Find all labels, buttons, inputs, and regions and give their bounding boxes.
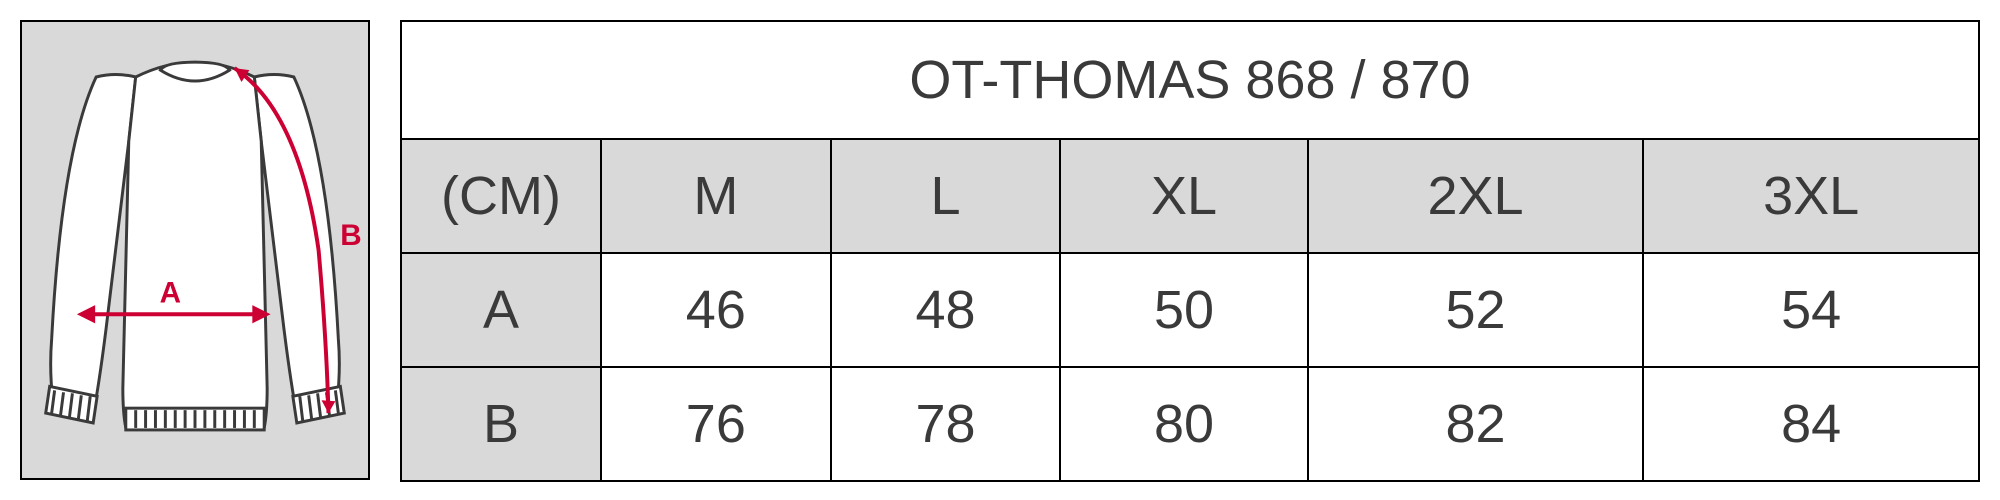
size-chart-table: OT-THOMAS 868 / 870 (CM) M L XL 2XL 3XL … [400,20,1980,482]
cell: 84 [1643,367,1979,481]
title-row: OT-THOMAS 868 / 870 [401,21,1979,139]
table-row: B 76 78 80 82 84 [401,367,1979,481]
cell: 76 [601,367,831,481]
cell: 50 [1060,253,1307,367]
cell: 48 [831,253,1061,367]
size-header: M [601,139,831,253]
garment-diagram: A B [20,20,370,480]
table-row: A 46 48 50 52 54 [401,253,1979,367]
diagram-label-b: B [340,219,361,252]
size-header: XL [1060,139,1307,253]
cell: 54 [1643,253,1979,367]
unit-label: (CM) [401,139,601,253]
cell: 80 [1060,367,1307,481]
row-label-b: B [401,367,601,481]
cell: 52 [1308,253,1644,367]
header-row: (CM) M L XL 2XL 3XL [401,139,1979,253]
cell: 78 [831,367,1061,481]
cell: 46 [601,253,831,367]
size-header: L [831,139,1061,253]
size-header: 2XL [1308,139,1644,253]
cell: 82 [1308,367,1644,481]
row-label-a: A [401,253,601,367]
table-title: OT-THOMAS 868 / 870 [401,21,1979,139]
size-header: 3XL [1643,139,1979,253]
diagram-label-a: A [160,276,181,309]
sweater-svg: A B [22,22,368,478]
